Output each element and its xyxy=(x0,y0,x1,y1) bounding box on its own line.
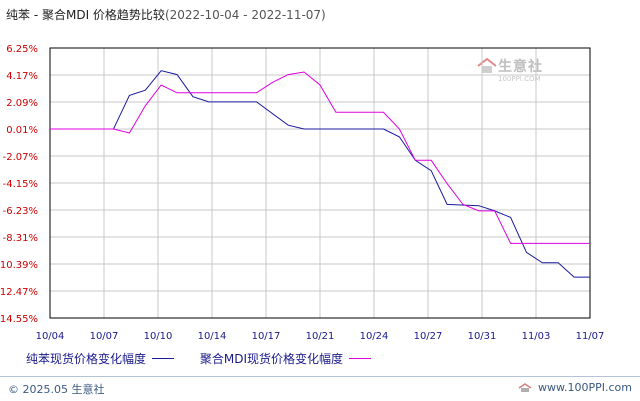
x-tick-label: 10/07 xyxy=(90,331,119,342)
legend-item-series-2: 聚合MDI现货价格变化幅度 xyxy=(200,350,371,367)
title-date-range: (2022-10-04 - 2022-11-07) xyxy=(164,8,326,22)
x-tick-label: 10/27 xyxy=(414,331,443,342)
legend-swatch-series-1 xyxy=(152,358,175,359)
x-tick-label: 11/07 xyxy=(576,331,605,342)
watermark-logo: 生意社 100PPI.COM xyxy=(476,56,543,83)
legend-label-series-1: 纯苯现货价格变化幅度 xyxy=(26,352,147,366)
x-tick-label: 10/17 xyxy=(252,331,281,342)
x-tick-label: 10/14 xyxy=(198,331,227,342)
y-tick-label: 6.25% xyxy=(6,44,38,55)
legend-swatch-series-2 xyxy=(348,358,371,359)
y-tick-label: 2.09% xyxy=(6,98,38,109)
footer-bar: © 2025.05 生意社 www.100PPI.com xyxy=(0,376,640,401)
legend-label-series-2: 聚合MDI现货价格变化幅度 xyxy=(199,352,343,366)
footer-house-icon xyxy=(518,383,532,392)
house-icon xyxy=(477,58,497,73)
y-tick-label: 0.01% xyxy=(6,125,38,136)
x-tick-label: 10/24 xyxy=(360,331,389,342)
y-tick-label: -6.23% xyxy=(3,206,38,217)
title-subject: 聚合MDI 价格趋势比较 xyxy=(41,8,165,22)
footer-copyright: © 2025.05 生意社 xyxy=(8,383,105,396)
footer-site-link[interactable]: www.100PPI.com xyxy=(538,381,632,394)
y-tick-label: -8.31% xyxy=(3,233,38,244)
y-tick-label: 4.17% xyxy=(6,71,38,82)
y-tick-label: -10.39% xyxy=(0,260,38,271)
y-tick-label: -4.15% xyxy=(3,179,38,190)
x-tick-label: 10/04 xyxy=(36,331,65,342)
plot-frame xyxy=(49,47,591,319)
x-tick-label: 11/03 xyxy=(522,331,551,342)
legend-item-series-1: 纯苯现货价格变化幅度 xyxy=(26,350,175,367)
legend: 纯苯现货价格变化幅度 聚合MDI现货价格变化幅度 xyxy=(26,350,393,367)
watermark-url: 100PPI.COM xyxy=(498,75,541,83)
x-tick-label: 10/21 xyxy=(306,331,335,342)
y-tick-label: -2.07% xyxy=(3,152,38,163)
title-separator: - xyxy=(30,8,42,22)
title-product: 纯苯 xyxy=(6,8,31,22)
chart-title: 纯苯 - 聚合MDI 价格趋势比较(2022-10-04 - 2022-11-0… xyxy=(6,6,326,23)
series-line-1 xyxy=(50,70,590,278)
watermark-brand: 生意社 xyxy=(498,59,543,75)
series-line-2 xyxy=(50,71,590,245)
y-tick-label: -12.47% xyxy=(0,287,38,298)
y-tick-label: -14.55% xyxy=(0,314,38,325)
x-tick-label: 10/31 xyxy=(468,331,497,342)
x-tick-label: 10/10 xyxy=(144,331,173,342)
